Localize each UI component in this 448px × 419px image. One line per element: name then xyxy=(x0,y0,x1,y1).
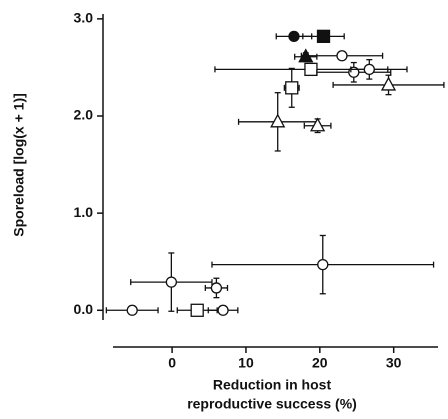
point xyxy=(190,303,204,317)
point xyxy=(126,304,138,316)
point xyxy=(270,113,286,128)
point xyxy=(288,30,300,42)
point xyxy=(316,29,331,43)
point xyxy=(285,81,299,95)
x-tick-label: 0 xyxy=(168,355,176,371)
point xyxy=(336,50,348,62)
x-tick-label: 20 xyxy=(312,355,328,371)
y-tick-label: 0.0 xyxy=(74,301,94,317)
point xyxy=(304,62,318,77)
point xyxy=(363,63,375,76)
point xyxy=(380,76,397,91)
point xyxy=(310,117,326,132)
point xyxy=(317,258,329,271)
x-tick-label: 30 xyxy=(386,355,402,371)
x-axis-title: Reduction in host xyxy=(213,377,332,393)
y-tick-label: 1.0 xyxy=(74,204,94,220)
x-axis-title: reproductive success (%) xyxy=(187,396,357,412)
y-tick-label: 3.0 xyxy=(74,10,94,26)
x-tick-label: 10 xyxy=(238,355,254,371)
point xyxy=(210,282,223,294)
point xyxy=(217,304,229,316)
y-tick-label: 2.0 xyxy=(74,107,94,123)
point xyxy=(165,276,178,288)
y-axis-title: Sporeload [log(x + 1)] xyxy=(11,93,27,237)
